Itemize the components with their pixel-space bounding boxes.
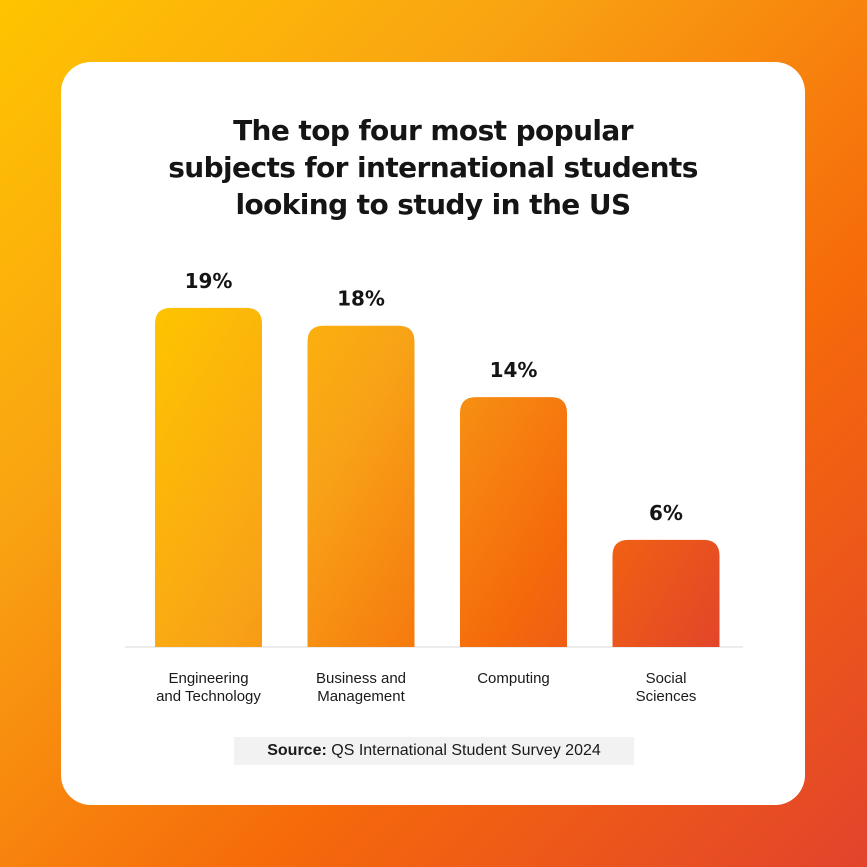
category-label-1: Business and Management bbox=[316, 670, 406, 705]
category-label-0: Engineering and Technology bbox=[156, 670, 261, 705]
value-label-1: 18% bbox=[337, 287, 385, 311]
source-text: QS International Student Survey 2024 bbox=[326, 742, 601, 759]
bar-1 bbox=[307, 325, 415, 647]
chart-title: The top four most popular subjects for i… bbox=[168, 114, 698, 221]
value-label-2: 14% bbox=[490, 358, 538, 382]
category-label-2: Computing bbox=[477, 670, 550, 687]
bar-0 bbox=[155, 307, 262, 647]
bar-2 bbox=[460, 397, 567, 647]
source-label: Source: bbox=[267, 742, 327, 759]
chart-card: The top four most popular subjects for i… bbox=[61, 62, 805, 805]
bar-3 bbox=[612, 539, 720, 647]
value-label-0: 19% bbox=[185, 269, 233, 293]
bar-chart: 19% Engineering and Technology 18% Business … bbox=[125, 269, 743, 705]
value-label-3: 6% bbox=[649, 501, 683, 525]
category-label-3: Social Sciences bbox=[636, 670, 697, 705]
source-note: Source: QS International Student Survey … bbox=[234, 737, 634, 765]
